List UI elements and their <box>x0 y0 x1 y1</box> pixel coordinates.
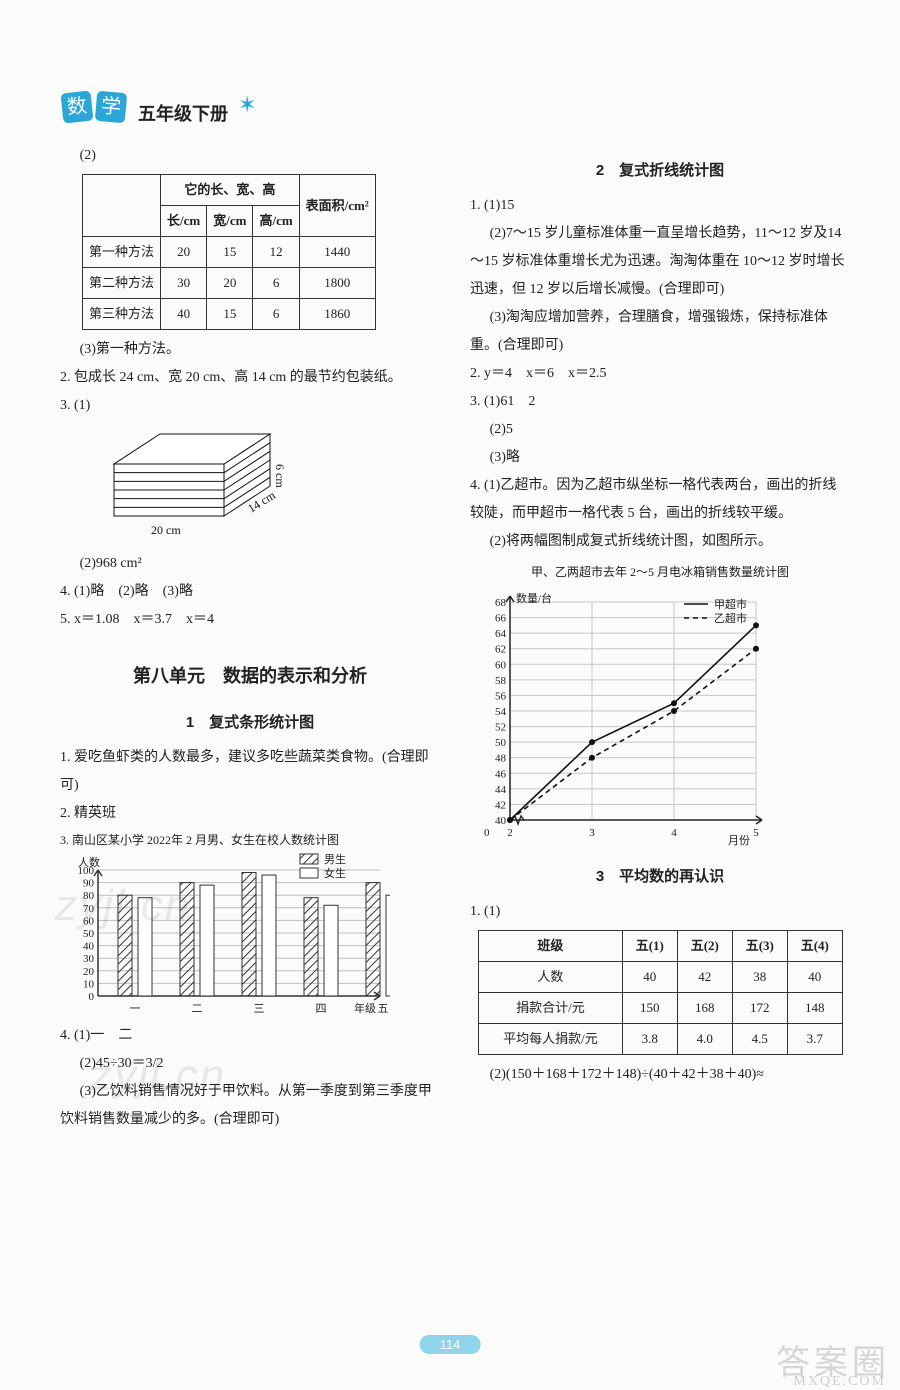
bee-icon: ✶ <box>238 92 256 118</box>
svg-text:56: 56 <box>495 690 507 702</box>
svg-text:44: 44 <box>495 784 507 796</box>
table-row: 第二种方法 30 20 6 1800 <box>83 268 376 299</box>
s1-4a: 4. (1)一 二 <box>60 1022 440 1050</box>
item-5: 5. x＝1.08 x＝3.7 x＝4 <box>60 606 440 634</box>
svg-text:64: 64 <box>495 628 507 640</box>
svg-text:三: 三 <box>254 1003 265 1015</box>
th-len: 长/cm <box>161 206 207 237</box>
badge-char-2: 学 <box>95 91 128 124</box>
r-avg-2: (2)(150＋168＋172＋148)÷(40＋42＋38＋40)≈ <box>470 1061 850 1089</box>
line-chart: 甲、乙两超市去年 2～5 月电冰箱销售数量统计图4042444648505254… <box>470 560 850 848</box>
th-wid: 宽/cm <box>207 206 253 237</box>
th-area: 表面积/cm² <box>299 175 375 237</box>
subject-badge: 数 学 <box>62 92 128 122</box>
svg-text:甲超市: 甲超市 <box>714 597 747 611</box>
page-number: 114 <box>420 1335 481 1354</box>
r1-3: (3)淘淘应增加营养，合理膳食，增强锻炼，保持标准体重。(合理即可) <box>470 304 850 360</box>
item-2: 2. 包成长 24 cm、宽 20 cm、高 14 cm 的最节约包装纸。 <box>60 364 440 392</box>
r4-2: (2)将两幅图制成复式折线统计图，如图所示。 <box>470 528 850 556</box>
s1-4b: (2)45÷30＝3/2 <box>60 1050 440 1078</box>
svg-text:四: 四 <box>316 1003 327 1015</box>
s1-1: 1. 爱吃鱼虾类的人数最多，建议多吃些蔬菜类食物。(合理即可) <box>60 744 440 800</box>
unit8-title: 第八单元 数据的表示和分析 <box>60 658 440 694</box>
svg-text:6 cm: 6 cm <box>273 464 287 488</box>
svg-text:60: 60 <box>495 659 507 671</box>
r1-2: (2)7～15 岁儿童标准体重一直呈增长趋势，11～12 岁及14～15 岁标准… <box>470 220 850 304</box>
svg-text:5: 5 <box>753 827 759 839</box>
svg-text:0: 0 <box>484 827 490 839</box>
watermark-url: MXQE.COM <box>793 1374 886 1390</box>
r2: 2. y＝4 x＝6 x＝2.5 <box>470 360 850 388</box>
svg-text:数量/台: 数量/台 <box>516 591 552 605</box>
svg-text:人数: 人数 <box>78 856 100 869</box>
svg-text:10: 10 <box>83 978 95 990</box>
table-row: 捐款合计/元 150 168 172 148 <box>479 993 843 1024</box>
cuboid-table: 它的长、宽、高 表面积/cm² 长/cm 宽/cm 高/cm 第一种方法 20 … <box>82 174 376 330</box>
svg-text:男生: 男生 <box>324 852 346 866</box>
svg-text:62: 62 <box>495 644 506 656</box>
right-column: 2 复式折线统计图 1. (1)15 (2)7～15 岁儿童标准体重一直呈增长趋… <box>470 142 850 1134</box>
svg-text:48: 48 <box>495 753 507 765</box>
svg-text:68: 68 <box>495 597 507 609</box>
svg-text:46: 46 <box>495 768 507 780</box>
svg-text:66: 66 <box>495 613 507 625</box>
svg-text:30: 30 <box>83 953 95 965</box>
svg-text:60: 60 <box>83 915 95 927</box>
th-group: 它的长、宽、高 <box>161 175 300 206</box>
svg-text:4: 4 <box>671 827 677 839</box>
svg-text:58: 58 <box>495 675 507 687</box>
svg-text:42: 42 <box>495 799 506 811</box>
svg-text:一: 一 <box>130 1003 141 1015</box>
svg-text:50: 50 <box>495 737 507 749</box>
r3-2: (2)5 <box>470 416 850 444</box>
svg-text:50: 50 <box>83 928 95 940</box>
badge-char-1: 数 <box>61 91 94 124</box>
svg-text:20: 20 <box>83 966 95 978</box>
table-row: 人数 40 42 38 40 <box>479 962 843 993</box>
r-avg-1: 1. (1) <box>470 898 850 926</box>
left-column: (2) 它的长、宽、高 表面积/cm² 长/cm 宽/cm 高/cm 第一种方法… <box>60 142 440 1134</box>
q3-answer: (3)第一种方法。 <box>60 336 440 364</box>
svg-text:女生: 女生 <box>324 866 346 880</box>
donation-table: 班级 五(1) 五(2) 五(3) 五(4) 人数 40 42 38 40 捐款… <box>478 930 843 1055</box>
sub3-title: 3 平均数的再认识 <box>470 862 850 892</box>
svg-text:40: 40 <box>83 941 95 953</box>
r3-3: (3)略 <box>470 444 850 472</box>
cuboid-diagram: 20 cm14 cm6 cm <box>96 420 440 550</box>
table-row: 平均每人捐款/元 3.8 4.0 4.5 3.7 <box>479 1024 843 1055</box>
r4-1: 4. (1)乙超市。因为乙超市纵坐标一格代表两台，画出的折线较陡，而甲超市一格代… <box>470 472 850 528</box>
s1-4c: (3)乙饮料销售情况好于甲饮料。从第一季度到第三季度甲饮料销售数量减少的多。(合… <box>60 1078 440 1134</box>
svg-text:80: 80 <box>83 890 95 902</box>
svg-text:乙超市: 乙超市 <box>714 611 747 625</box>
svg-text:年级: 年级 <box>354 1001 376 1015</box>
svg-text:二: 二 <box>192 1003 203 1015</box>
item-3-2: (2)968 cm² <box>60 550 440 578</box>
svg-text:70: 70 <box>83 903 95 915</box>
r1-1: 1. (1)15 <box>470 192 850 220</box>
svg-text:五: 五 <box>378 1003 389 1015</box>
item-3: 3. (1) <box>60 392 440 420</box>
svg-text:20 cm: 20 cm <box>151 523 181 537</box>
s1-3: 3. 南山区某小学 2022年 2 月男、女生在校人数统计图 <box>60 828 440 852</box>
svg-text:0: 0 <box>89 991 95 1003</box>
th-hei: 高/cm <box>253 206 299 237</box>
svg-text:月份: 月份 <box>728 834 750 847</box>
svg-text:3: 3 <box>589 827 595 839</box>
r3-1: 3. (1)61 2 <box>470 388 850 416</box>
grade-label: 五年级下册 <box>138 100 228 126</box>
svg-text:2: 2 <box>507 827 513 839</box>
table-row: 第一种方法 20 15 12 1440 <box>83 237 376 268</box>
sub1-title: 1 复式条形统计图 <box>60 708 440 738</box>
svg-text:54: 54 <box>495 706 507 718</box>
table-row: 第三种方法 40 15 6 1860 <box>83 299 376 330</box>
bar-chart: zyjl.cn 0102030405060708090100人数一二三四五六年级… <box>60 852 440 1022</box>
sub2-title: 2 复式折线统计图 <box>470 156 850 186</box>
svg-text:90: 90 <box>83 878 95 890</box>
s1-2: 2. 精英班 <box>60 800 440 828</box>
item-4: 4. (1)略 (2)略 (3)略 <box>60 578 440 606</box>
svg-text:52: 52 <box>495 722 506 734</box>
svg-text:40: 40 <box>495 815 507 827</box>
q2-label: (2) <box>60 142 440 170</box>
